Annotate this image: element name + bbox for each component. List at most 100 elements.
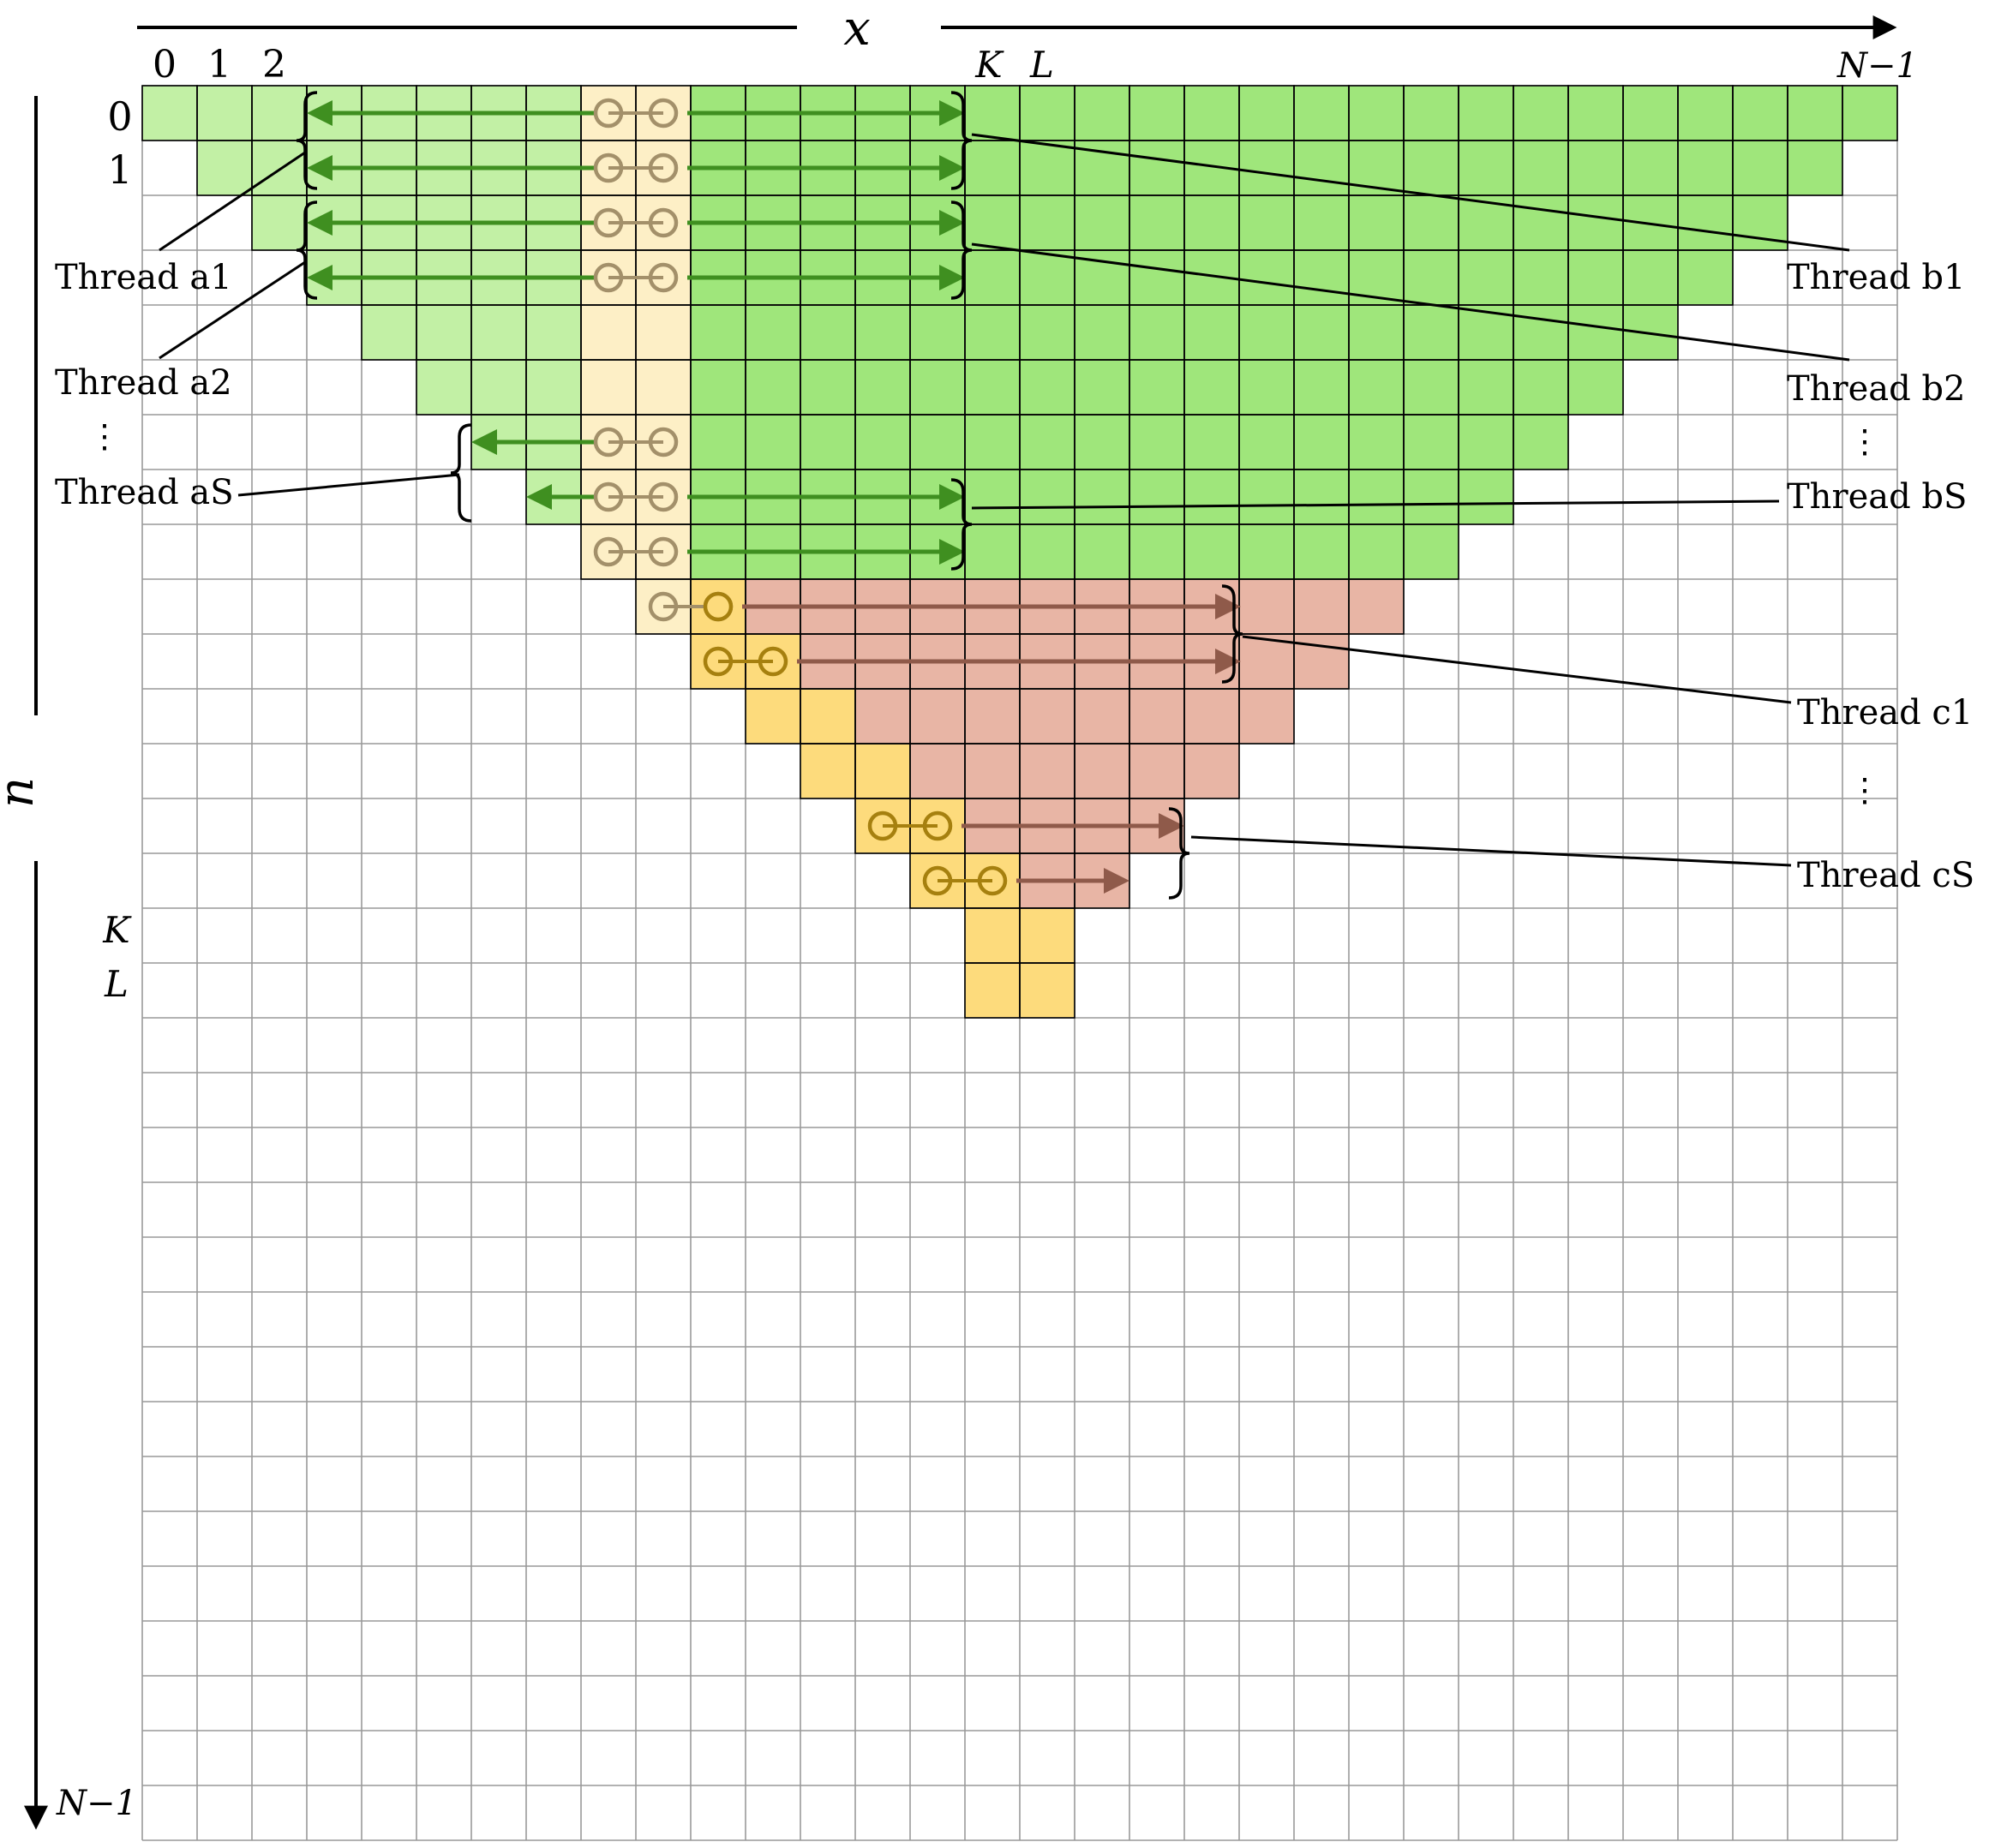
cell — [1459, 86, 1513, 141]
bracket-a2 — [296, 200, 318, 300]
x-tick-2: 2 — [262, 43, 286, 87]
thread-c1-label: Thread c1 — [1797, 693, 1973, 733]
cell — [1349, 579, 1404, 634]
cell — [1075, 86, 1129, 141]
x-mark-l: L — [1029, 44, 1054, 86]
ring — [703, 646, 734, 677]
cell-outline — [1677, 249, 1734, 306]
x-axis-label: x — [843, 1, 871, 57]
ring — [648, 591, 679, 622]
cell — [1020, 86, 1075, 141]
cell — [1129, 415, 1184, 469]
cell — [965, 689, 1020, 744]
thread-b1-label: Thread b1 — [1787, 258, 1965, 297]
cell — [965, 908, 1020, 963]
cell — [910, 305, 965, 360]
cell — [197, 141, 252, 195]
cell — [746, 360, 800, 415]
cell-outline — [1019, 962, 1075, 1019]
cell — [800, 360, 855, 415]
cell — [1404, 415, 1459, 469]
cell — [1294, 634, 1349, 689]
cell — [1075, 360, 1129, 415]
cell — [1678, 86, 1733, 141]
cell — [1239, 250, 1294, 305]
ring — [593, 207, 624, 238]
cell-outline — [1348, 578, 1405, 635]
cell — [636, 360, 691, 415]
ring — [648, 427, 679, 458]
cell — [1020, 360, 1075, 415]
cell — [416, 360, 471, 415]
cell — [1349, 524, 1404, 579]
cell — [965, 469, 1020, 524]
thread-a1-label: Thread a1 — [55, 258, 232, 297]
cell-outline — [1458, 469, 1514, 525]
ring — [648, 98, 679, 129]
bracket-bs — [950, 478, 973, 571]
cell — [855, 360, 910, 415]
cell — [965, 250, 1020, 305]
cell — [1294, 579, 1349, 634]
cell — [1404, 195, 1459, 250]
cell — [1404, 360, 1459, 415]
ring — [648, 207, 679, 238]
cell — [691, 305, 746, 360]
thread-brackets — [296, 91, 1243, 900]
cell — [746, 689, 800, 744]
ring — [593, 481, 624, 512]
cell — [636, 305, 691, 360]
x-tick-0: 0 — [153, 43, 177, 87]
cell — [1349, 469, 1404, 524]
cell — [800, 689, 855, 744]
n-mark-l: L — [104, 963, 129, 1005]
cell — [526, 305, 581, 360]
cell — [965, 86, 1020, 141]
ring — [648, 262, 679, 293]
cell — [1184, 689, 1239, 744]
ring — [593, 536, 624, 567]
cell — [1239, 360, 1294, 415]
cell — [1294, 305, 1349, 360]
cell — [252, 86, 307, 141]
cell — [855, 744, 910, 798]
cell — [800, 305, 855, 360]
cell — [471, 305, 526, 360]
cell — [1404, 86, 1459, 141]
cell — [1239, 524, 1294, 579]
cell-outline — [1513, 414, 1569, 470]
ring — [758, 646, 788, 677]
cell — [965, 195, 1020, 250]
bracket-a1 — [296, 91, 318, 190]
cell — [1513, 415, 1568, 469]
ring — [922, 865, 953, 896]
cell — [1349, 360, 1404, 415]
cell — [965, 415, 1020, 469]
cell — [1294, 469, 1349, 524]
cell — [1075, 744, 1129, 798]
cell — [855, 305, 910, 360]
cell — [1184, 86, 1239, 141]
grid-cells — [142, 86, 1897, 1018]
cell — [1513, 250, 1568, 305]
cell — [691, 415, 746, 469]
cell — [1294, 360, 1349, 415]
cell-outline — [1622, 304, 1679, 361]
cell — [1568, 360, 1623, 415]
cell — [1184, 744, 1239, 798]
cell — [197, 86, 252, 141]
n-axis-label: n — [0, 777, 45, 808]
cell — [1459, 469, 1513, 524]
cell — [746, 415, 800, 469]
cell — [1459, 141, 1513, 195]
cell — [1075, 415, 1129, 469]
cell — [1568, 141, 1623, 195]
cell-outline — [1787, 140, 1843, 196]
bracket-cs — [1168, 807, 1190, 900]
ring — [593, 153, 624, 183]
bracket-c1 — [1221, 584, 1243, 684]
cell — [1020, 250, 1075, 305]
bracket-as — [450, 423, 472, 523]
cell-outline — [1732, 194, 1788, 251]
ring — [593, 427, 624, 458]
